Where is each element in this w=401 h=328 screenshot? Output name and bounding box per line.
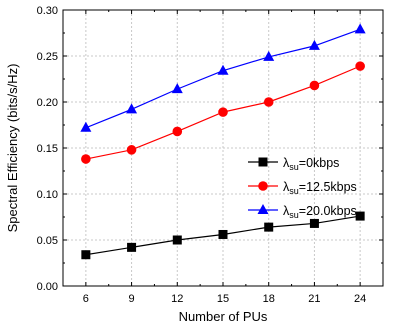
legend-value: =0kbps bbox=[299, 156, 340, 170]
data-point bbox=[263, 97, 274, 107]
data-point bbox=[309, 80, 320, 91]
data-point bbox=[264, 222, 274, 232]
data-point bbox=[308, 39, 320, 50]
legend-value: =12.5kbps bbox=[299, 180, 357, 194]
data-point bbox=[218, 229, 228, 239]
legend-marker bbox=[258, 157, 268, 167]
data-point bbox=[127, 242, 137, 252]
data-point bbox=[263, 50, 275, 61]
data-point bbox=[355, 61, 365, 71]
legend-value: =20.0kbps bbox=[299, 204, 357, 218]
x-tick-label: 12 bbox=[171, 293, 183, 305]
data-point bbox=[355, 211, 365, 221]
legend-lambda: λ bbox=[283, 156, 290, 170]
x-tick-label: 9 bbox=[129, 293, 135, 305]
data-point bbox=[172, 235, 182, 245]
legend-label: λsu=12.5kbps bbox=[283, 180, 357, 196]
legend-subscript: su bbox=[289, 162, 299, 172]
axis-ticks: 0.00 0.05 0.10 0.15 0.20 0.25 0.30 6 9 12 15 18 21 24 bbox=[37, 5, 383, 305]
data-point bbox=[218, 107, 228, 117]
data-series bbox=[80, 23, 366, 260]
y-tick-label: 0.25 bbox=[37, 51, 58, 63]
data-point bbox=[171, 83, 183, 94]
series-0 bbox=[81, 211, 365, 260]
y-tick-label: 0.15 bbox=[37, 143, 58, 155]
y-tick-label: 0.20 bbox=[37, 97, 58, 109]
y-tick-label: 0.00 bbox=[37, 281, 58, 293]
data-point bbox=[309, 218, 319, 228]
x-tick-label: 6 bbox=[83, 293, 89, 305]
legend-marker bbox=[258, 181, 268, 191]
x-tick-label: 21 bbox=[308, 293, 320, 305]
legend-subscript: su bbox=[289, 210, 299, 220]
series-2 bbox=[80, 23, 366, 132]
grid-lines bbox=[63, 10, 383, 286]
series-1 bbox=[81, 61, 365, 164]
y-axis-title: Spectral Efficiency (bits/s/Hz) bbox=[5, 64, 20, 233]
y-tick-label: 0.10 bbox=[37, 189, 58, 201]
legend-label: λsu=0kbps bbox=[283, 156, 339, 172]
y-tick-label: 0.05 bbox=[37, 235, 58, 247]
legend-lambda: λ bbox=[283, 204, 290, 218]
x-tick-label: 24 bbox=[354, 293, 366, 305]
y-tick-label: 0.30 bbox=[37, 5, 58, 17]
legend-label: λsu=20.0kbps bbox=[283, 204, 357, 220]
legend-subscript: su bbox=[289, 186, 299, 196]
data-point bbox=[126, 145, 137, 155]
x-tick-label: 15 bbox=[217, 293, 229, 305]
data-point bbox=[81, 154, 91, 164]
data-point bbox=[126, 103, 138, 114]
data-point bbox=[217, 64, 229, 75]
data-point bbox=[354, 23, 366, 34]
x-axis-title: Number of PUs bbox=[179, 309, 268, 324]
data-point bbox=[172, 126, 183, 137]
data-point bbox=[81, 250, 91, 260]
x-tick-label: 18 bbox=[263, 293, 275, 305]
data-point bbox=[80, 121, 92, 132]
legend-marker bbox=[257, 204, 269, 214]
legend-lambda: λ bbox=[283, 180, 290, 194]
